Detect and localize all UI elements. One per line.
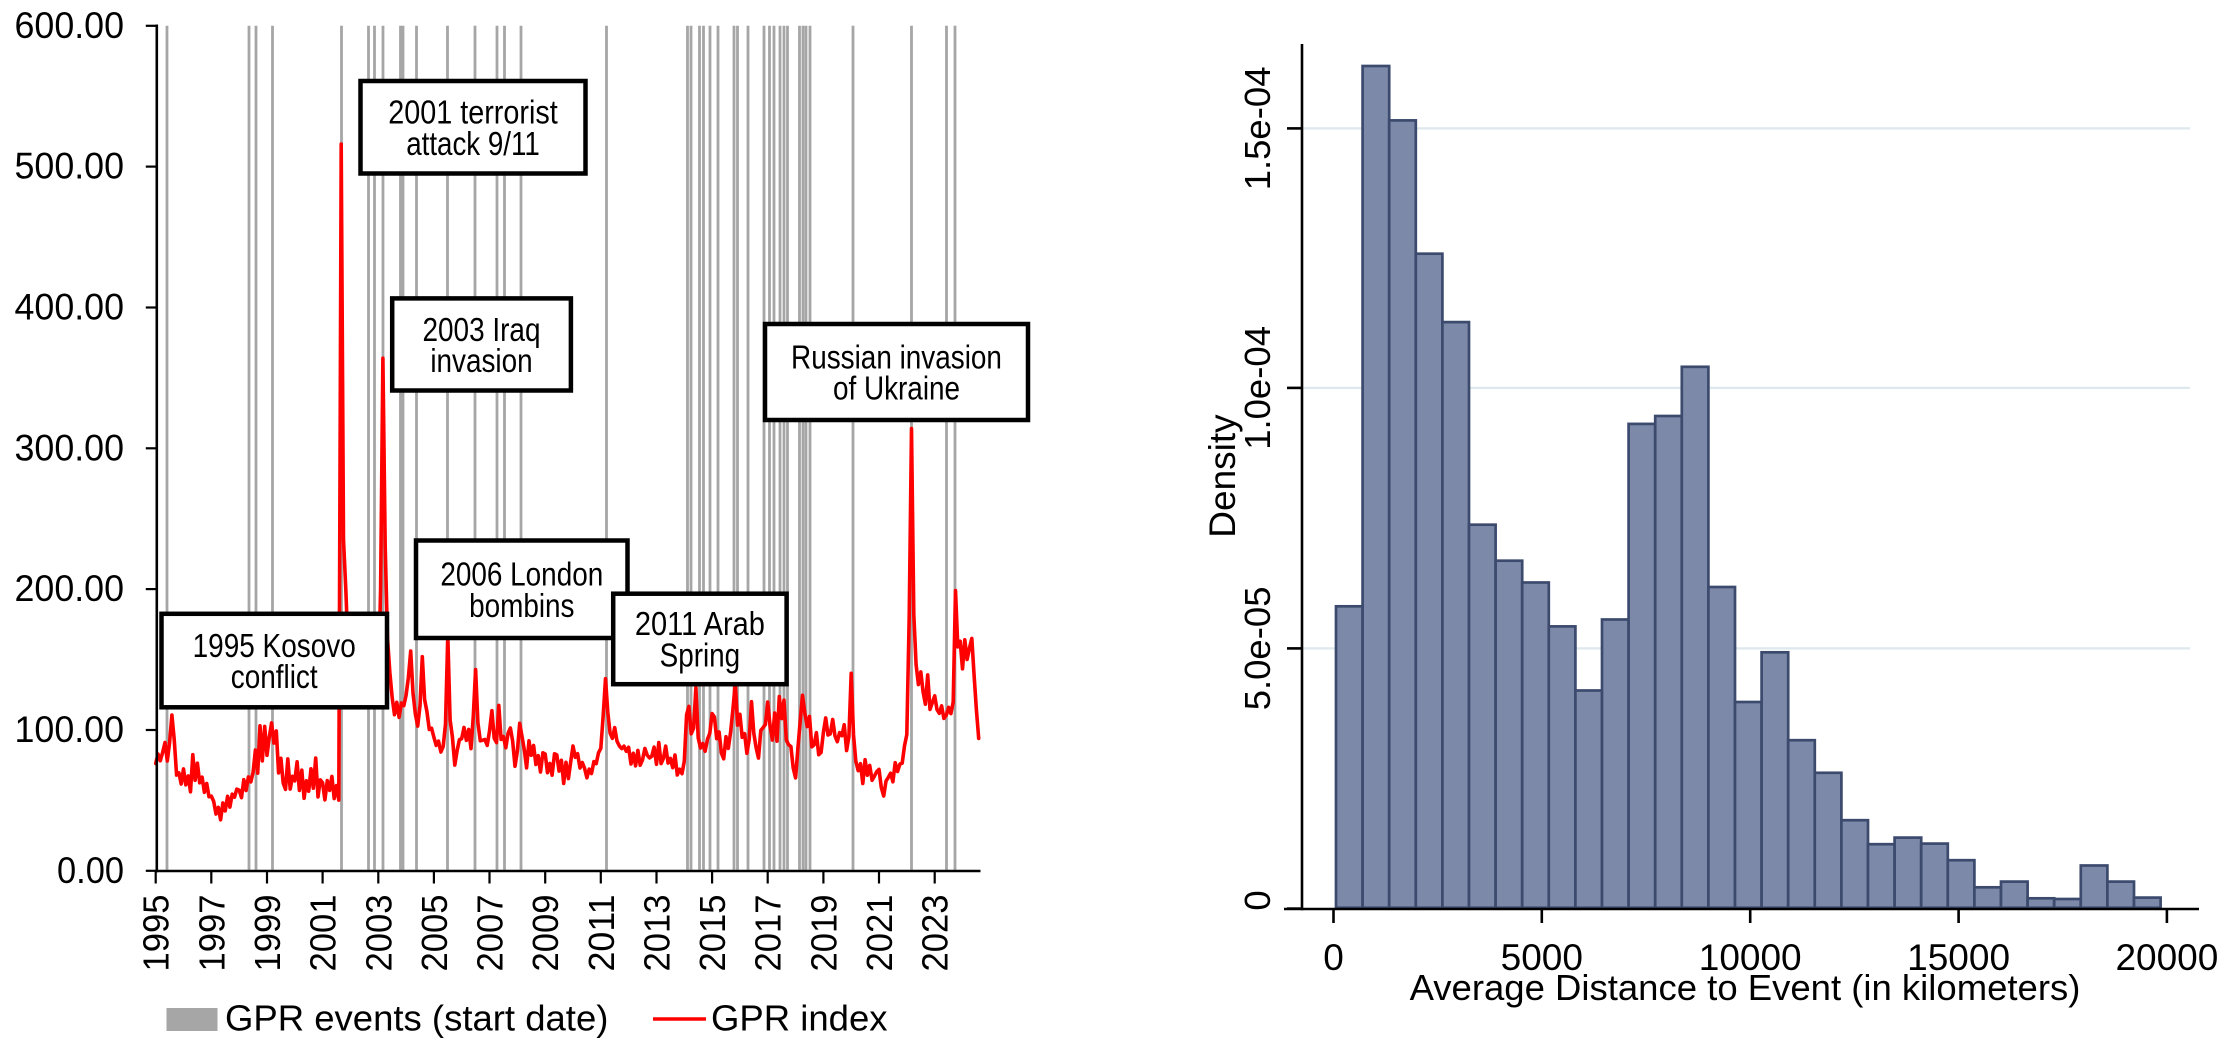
svg-text:GPR events (start date): GPR events (start date) — [225, 998, 608, 1039]
svg-text:15000: 15000 — [1907, 937, 2010, 978]
svg-text:400.00: 400.00 — [15, 287, 125, 328]
svg-text:1995: 1995 — [136, 895, 177, 972]
svg-text:600.00: 600.00 — [15, 5, 125, 46]
svg-text:5000: 5000 — [1501, 937, 1583, 978]
svg-text:2009: 2009 — [525, 895, 566, 972]
svg-text:300.00: 300.00 — [15, 427, 125, 468]
svg-text:0: 0 — [1323, 937, 1344, 978]
svg-text:1.5e-04: 1.5e-04 — [1237, 67, 1278, 191]
svg-text:1995 Kosovo: 1995 Kosovo — [193, 627, 356, 664]
svg-text:10000: 10000 — [1699, 937, 1802, 978]
svg-text:invasion: invasion — [430, 342, 532, 379]
svg-text:2011: 2011 — [581, 895, 622, 972]
svg-text:2019: 2019 — [803, 895, 844, 972]
svg-text:conflict: conflict — [231, 658, 318, 695]
svg-text:2003: 2003 — [358, 895, 399, 972]
svg-text:Spring: Spring — [660, 637, 741, 674]
svg-text:2001 terrorist: 2001 terrorist — [388, 94, 558, 131]
svg-text:2015: 2015 — [692, 895, 733, 972]
svg-text:2013: 2013 — [637, 895, 678, 972]
svg-text:GPR index: GPR index — [711, 998, 888, 1039]
svg-text:bombins: bombins — [469, 587, 574, 624]
svg-text:0: 0 — [1237, 890, 1278, 910]
svg-text:1999: 1999 — [247, 895, 288, 972]
svg-text:2001: 2001 — [303, 895, 344, 972]
svg-text:0.00: 0.00 — [57, 850, 124, 891]
svg-text:of Ukraine: of Ukraine — [833, 370, 960, 407]
svg-text:20000: 20000 — [2115, 937, 2218, 978]
svg-text:Average Distance to Event (in: Average Distance to Event (in kilometers… — [1410, 967, 2081, 1008]
svg-text:5.0e-05: 5.0e-05 — [1237, 587, 1278, 711]
svg-text:2003 Iraq: 2003 Iraq — [423, 311, 541, 348]
svg-text:500.00: 500.00 — [15, 146, 125, 187]
svg-text:2011 Arab: 2011 Arab — [635, 605, 765, 642]
svg-text:2021: 2021 — [859, 895, 900, 972]
svg-text:2017: 2017 — [748, 895, 789, 972]
svg-text:2006 London: 2006 London — [440, 556, 603, 593]
svg-text:100.00: 100.00 — [15, 709, 125, 750]
svg-text:200.00: 200.00 — [15, 568, 125, 609]
svg-text:attack 9/11: attack 9/11 — [406, 125, 540, 162]
svg-text:Russian invasion: Russian invasion — [791, 338, 1002, 375]
svg-text:2023: 2023 — [915, 895, 956, 972]
svg-text:2007: 2007 — [470, 895, 511, 972]
svg-text:Density: Density — [1202, 414, 1243, 538]
svg-text:1.0e-04: 1.0e-04 — [1237, 326, 1278, 450]
svg-text:2005: 2005 — [414, 895, 455, 972]
svg-text:1997: 1997 — [191, 895, 232, 972]
